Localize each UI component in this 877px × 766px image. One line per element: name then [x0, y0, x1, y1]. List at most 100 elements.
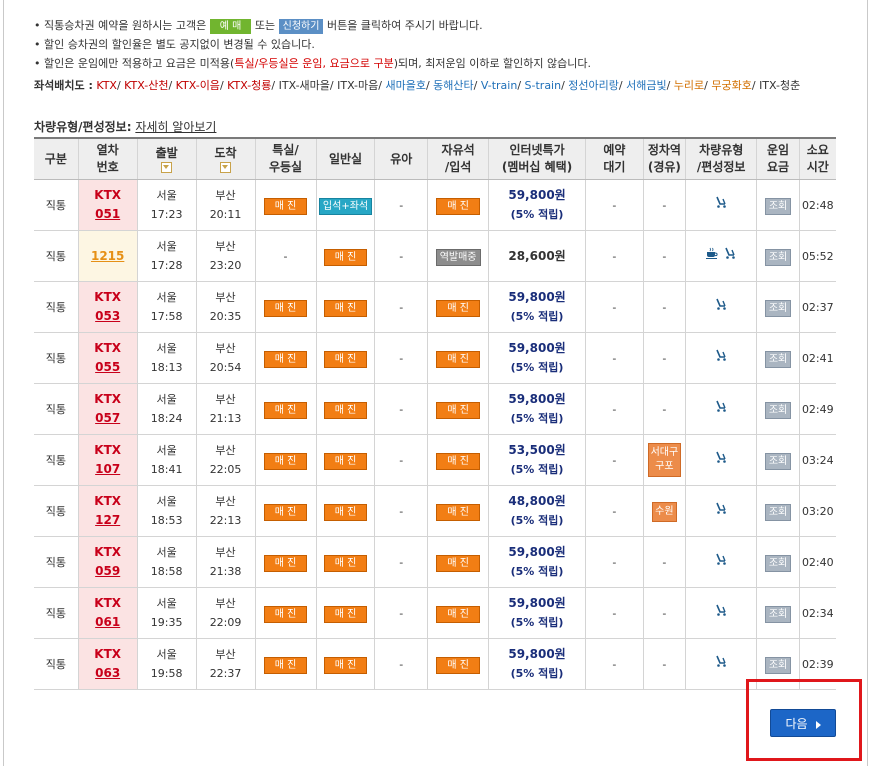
general-seat-button[interactable]: 매 진 [323, 605, 368, 623]
seat-map-link[interactable]: KTX-이음 [175, 79, 220, 92]
train-number-link[interactable]: 127 [95, 513, 121, 527]
fare-lookup-button[interactable]: 조회 [764, 350, 792, 368]
cell-vehicle[interactable] [685, 587, 758, 639]
train-number-link[interactable]: 107 [95, 462, 121, 476]
via-stations-button[interactable]: 서대구 구포 [647, 443, 682, 477]
train-number-link[interactable]: 1215 [90, 248, 125, 263]
free-seat-button[interactable]: 매 진 [436, 350, 480, 368]
cell-train-no[interactable]: KTX 061 [78, 587, 138, 639]
seat-map-link[interactable]: ITX-새마을 [278, 79, 330, 92]
general-seat-button[interactable]: 매 진 [323, 452, 368, 470]
seat-map-link[interactable]: 새마을호 [385, 79, 426, 92]
general-seat-button[interactable]: 매 진 [323, 248, 368, 266]
cell-special: 매 진 [255, 485, 317, 537]
seat-map-link[interactable]: 동해산타 [433, 79, 474, 92]
fare-lookup-button[interactable]: 조회 [764, 605, 792, 623]
seat-map-link[interactable]: KTX [96, 79, 117, 92]
general-seat-button[interactable]: 입석+좌석 [318, 197, 373, 215]
vehicle-info-detail-link[interactable]: 자세히 알아보기 [135, 120, 217, 134]
fare-lookup-button[interactable]: 조회 [764, 299, 792, 317]
cell-train-no[interactable]: KTX 107 [78, 434, 138, 486]
train-number-link[interactable]: 051 [95, 207, 121, 221]
cell-general: 매 진 [316, 485, 376, 537]
free-seat-button[interactable]: 매 진 [436, 197, 480, 215]
cell-vehicle[interactable] [685, 383, 758, 435]
seat-map-link[interactable]: 무궁화호 [711, 79, 752, 92]
special-soldout-button[interactable]: 매 진 [263, 452, 308, 470]
cell-train-no[interactable]: KTX 127 [78, 485, 138, 537]
fare-lookup-button[interactable]: 조회 [764, 554, 792, 572]
free-seat-button[interactable]: 매 진 [436, 656, 480, 674]
seat-map-link[interactable]: 서해금빛 [626, 79, 667, 92]
col-depart[interactable]: 출발 [137, 137, 197, 180]
cell-vehicle[interactable] [685, 230, 758, 282]
general-seat-button[interactable]: 매 진 [323, 656, 368, 674]
train-number-link[interactable]: 063 [95, 666, 121, 680]
seat-map-link[interactable]: KTX-청룡 [227, 79, 272, 92]
cell-vehicle[interactable] [685, 485, 758, 537]
cell-train-no[interactable]: KTX 055 [78, 332, 138, 384]
special-soldout-button[interactable]: 매 진 [263, 299, 308, 317]
cell-type: 직통 [34, 587, 79, 639]
cell-vehicle[interactable] [685, 332, 758, 384]
cell-vehicle[interactable] [685, 179, 758, 231]
seat-map-link[interactable]: 누리로 [673, 79, 705, 92]
cell-stops: - [643, 281, 686, 333]
seat-map-link[interactable]: KTX-산천 [124, 79, 169, 92]
train-number-link[interactable]: 055 [95, 360, 121, 374]
cell-vehicle[interactable] [685, 638, 758, 690]
train-number-link[interactable]: 053 [95, 309, 121, 323]
cell-train-no[interactable]: KTX 059 [78, 536, 138, 588]
general-seat-button[interactable]: 매 진 [323, 350, 368, 368]
sort-depart-icon[interactable] [161, 162, 173, 173]
special-soldout-button[interactable]: 매 진 [263, 554, 308, 572]
wheelchair-icon [714, 553, 728, 569]
fare-lookup-button[interactable]: 조회 [764, 197, 792, 215]
col-arrive[interactable]: 도착 [196, 137, 256, 180]
free-seat-button[interactable]: 매 진 [436, 605, 480, 623]
free-seat-button[interactable]: 매 진 [436, 554, 480, 572]
special-soldout-button[interactable]: 매 진 [263, 605, 308, 623]
free-seat-button[interactable]: 매 진 [436, 299, 480, 317]
cell-special: 매 진 [255, 434, 317, 486]
special-soldout-button[interactable]: 매 진 [263, 197, 308, 215]
cell-vehicle[interactable] [685, 281, 758, 333]
free-seat-button[interactable]: 매 진 [436, 503, 480, 521]
cell-train-no[interactable]: 1215 [78, 230, 138, 282]
seat-map-link[interactable]: V-train [480, 79, 518, 92]
sort-arrive-icon[interactable] [220, 162, 232, 173]
general-seat-button[interactable]: 매 진 [323, 503, 368, 521]
fare-lookup-button[interactable]: 조회 [764, 248, 792, 266]
fare-lookup-button[interactable]: 조회 [764, 401, 792, 419]
cell-train-no[interactable]: KTX 051 [78, 179, 138, 231]
cell-train-no[interactable]: KTX 063 [78, 638, 138, 690]
general-seat-button[interactable]: 매 진 [323, 401, 368, 419]
free-seat-button[interactable]: 역발매중 [435, 248, 481, 266]
free-seat-button[interactable]: 매 진 [436, 452, 480, 470]
cell-train-no[interactable]: KTX 057 [78, 383, 138, 435]
via-stations-button[interactable]: 수원 [652, 501, 677, 522]
fare-lookup-button[interactable]: 조회 [764, 656, 792, 674]
special-soldout-button[interactable]: 매 진 [263, 503, 308, 521]
general-seat-button[interactable]: 매 진 [323, 299, 368, 317]
train-number-link[interactable]: 059 [95, 564, 121, 578]
seat-map-link[interactable]: ITX-청춘 [759, 79, 801, 92]
train-number-link[interactable]: 061 [95, 615, 121, 629]
cell-type: 직통 [34, 332, 79, 384]
special-soldout-button[interactable]: 매 진 [263, 656, 308, 674]
fare-lookup-button[interactable]: 조회 [764, 503, 792, 521]
cell-train-no[interactable]: KTX 053 [78, 281, 138, 333]
wheelchair-icon [714, 502, 728, 518]
next-button[interactable]: 다음 [770, 709, 836, 737]
seat-map-link[interactable]: ITX-마음 [337, 79, 379, 92]
general-seat-button[interactable]: 매 진 [323, 554, 368, 572]
train-number-link[interactable]: 057 [95, 411, 121, 425]
cell-vehicle[interactable] [685, 536, 758, 588]
special-soldout-button[interactable]: 매 진 [263, 401, 308, 419]
cell-vehicle[interactable] [685, 434, 758, 486]
free-seat-button[interactable]: 매 진 [436, 401, 480, 419]
seat-map-link[interactable]: S-train [524, 79, 562, 92]
fare-lookup-button[interactable]: 조회 [764, 452, 792, 470]
seat-map-link[interactable]: 정선아리랑 [568, 79, 619, 92]
special-soldout-button[interactable]: 매 진 [263, 350, 308, 368]
